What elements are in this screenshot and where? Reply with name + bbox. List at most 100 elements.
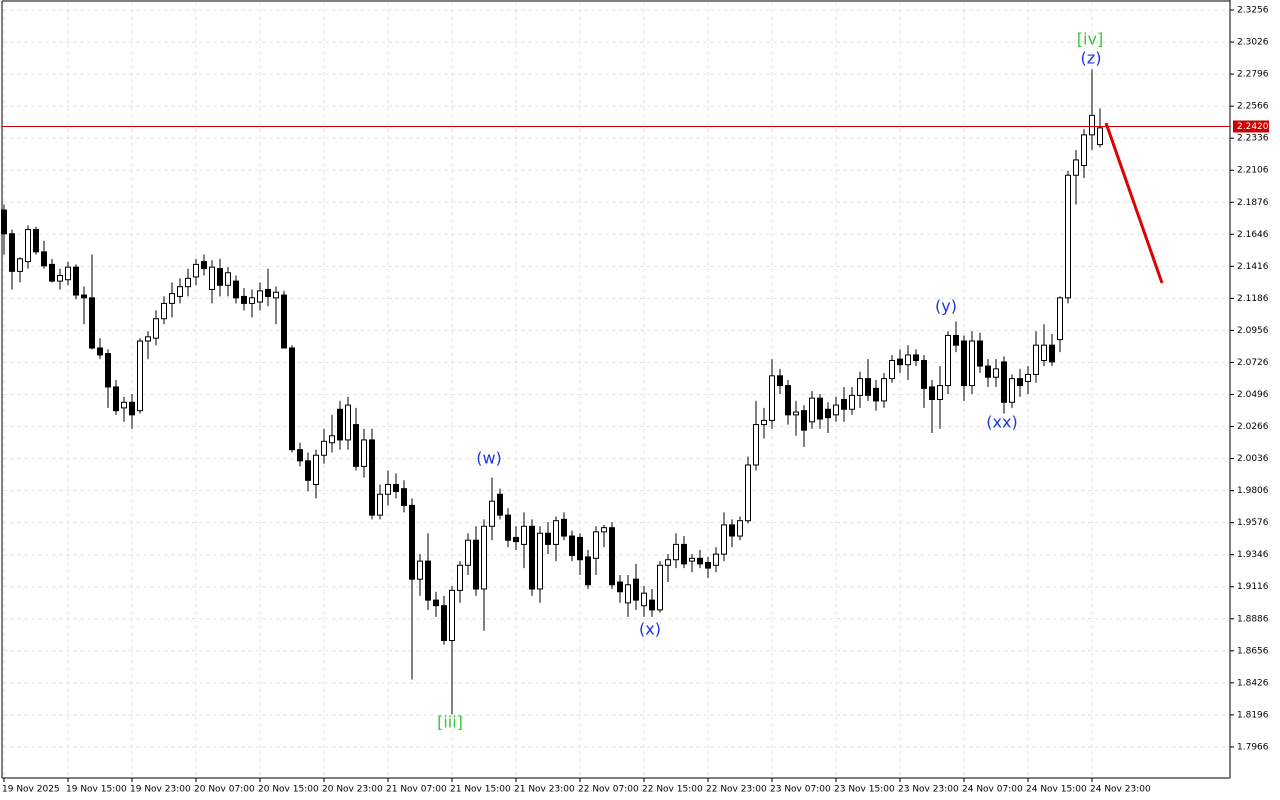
candle-body: [1009, 378, 1015, 403]
candle-body: [97, 347, 103, 356]
candle-body: [553, 520, 559, 545]
candle-body: [233, 280, 239, 299]
candle-body: [713, 553, 719, 566]
candle-body: [777, 375, 783, 387]
candle-body: [969, 340, 975, 387]
candle-body: [977, 340, 983, 367]
candle-body: [865, 378, 871, 396]
candles: [1, 69, 1103, 715]
y-tick-label: 2.2796: [1237, 70, 1269, 80]
y-tick-label: 2.1646: [1237, 230, 1269, 240]
candle-body: [377, 493, 383, 516]
candle-body: [529, 525, 535, 590]
y-tick-label: 2.3256: [1237, 6, 1269, 16]
wave-label: (z): [1081, 49, 1102, 68]
candle-body: [937, 385, 943, 401]
candle-body: [793, 411, 799, 416]
candle-body: [321, 440, 327, 456]
candle-body: [681, 543, 687, 565]
x-tick-label: 21 Nov 23:00: [514, 785, 575, 795]
y-tick-label: 1.7966: [1237, 742, 1269, 752]
candle-body: [57, 275, 63, 282]
wave-label: [iii]: [437, 713, 463, 732]
candle-body: [185, 277, 191, 288]
candle-body: [577, 536, 583, 561]
candle-body: [393, 483, 399, 492]
y-tick-label: 1.8886: [1237, 614, 1269, 624]
x-tick-label: 19 Nov 23:00: [130, 785, 191, 795]
candle-body: [665, 559, 671, 566]
candle-body: [945, 334, 951, 387]
candle-body: [985, 365, 991, 378]
candle-body: [105, 353, 111, 388]
candle-body: [9, 233, 15, 272]
candle-body: [769, 375, 775, 421]
x-tick-label: 19 Nov 2025: [2, 785, 60, 795]
candle-body: [201, 261, 207, 270]
candle-body: [801, 410, 807, 431]
candle-body: [209, 266, 215, 290]
candle-body: [1065, 174, 1071, 299]
x-tick-label: 24 Nov 23:00: [1090, 785, 1151, 795]
forecast-arrow: [1104, 122, 1164, 284]
candle-body: [505, 514, 511, 541]
candle-body: [761, 419, 767, 426]
candle-body: [497, 493, 503, 516]
candle-body: [617, 581, 623, 593]
y-tick-label: 2.0956: [1237, 326, 1269, 336]
y-tick-label: 2.0036: [1237, 454, 1269, 464]
y-tick-label: 2.1186: [1237, 294, 1269, 304]
y-tick-label: 1.8426: [1237, 678, 1269, 688]
x-tick-label: 24 Nov 07:00: [962, 785, 1023, 795]
candle-body: [473, 539, 479, 590]
x-tick-label: 21 Nov 15:00: [450, 785, 511, 795]
candle-body: [281, 294, 287, 349]
candle-body: [113, 386, 119, 412]
candle-body: [481, 525, 487, 590]
wave-label: (x): [639, 620, 661, 639]
y-tick-label: 2.2106: [1237, 166, 1269, 176]
candle-body: [825, 408, 831, 419]
candle-body: [409, 504, 415, 580]
x-tick-label: 23 Nov 07:00: [770, 785, 831, 795]
candle-body: [809, 397, 815, 423]
candle-body: [737, 520, 743, 537]
candle-body: [1089, 114, 1095, 136]
candle-body: [449, 589, 455, 642]
candle-body: [257, 290, 263, 303]
x-tick-label: 22 Nov 23:00: [706, 785, 767, 795]
candle-body: [153, 318, 159, 339]
candle-body: [897, 358, 903, 366]
candle-body: [241, 295, 247, 304]
x-tick-label: 20 Nov 23:00: [322, 785, 383, 795]
candle-body: [625, 584, 631, 604]
candle-body: [929, 386, 935, 401]
candle-body: [881, 378, 887, 402]
candle-body: [25, 229, 31, 263]
candle-body: [689, 557, 695, 562]
candle-body: [993, 368, 999, 378]
candle-body: [89, 297, 95, 349]
wave-label: (w): [476, 449, 502, 468]
y-tick-label: 2.2336: [1237, 134, 1269, 144]
candle-body: [785, 385, 791, 416]
candle-body: [609, 527, 615, 586]
candle-body: [1025, 373, 1031, 382]
candle-body: [161, 302, 167, 320]
candle-body: [817, 397, 823, 420]
candle-body: [849, 394, 855, 410]
candle-body: [841, 399, 847, 410]
current-price-box: [1233, 120, 1269, 133]
current-price-label: 2.2420: [1237, 122, 1269, 132]
x-tick-label: 20 Nov 15:00: [258, 785, 319, 795]
candle-body: [905, 354, 911, 366]
x-tick-label: 22 Nov 07:00: [578, 785, 639, 795]
candle-body: [345, 404, 351, 441]
y-tick-label: 2.0726: [1237, 358, 1269, 368]
y-tick-label: 1.9576: [1237, 518, 1269, 528]
candle-body: [289, 347, 295, 451]
candle-body: [337, 408, 343, 441]
candle-body: [137, 340, 143, 412]
